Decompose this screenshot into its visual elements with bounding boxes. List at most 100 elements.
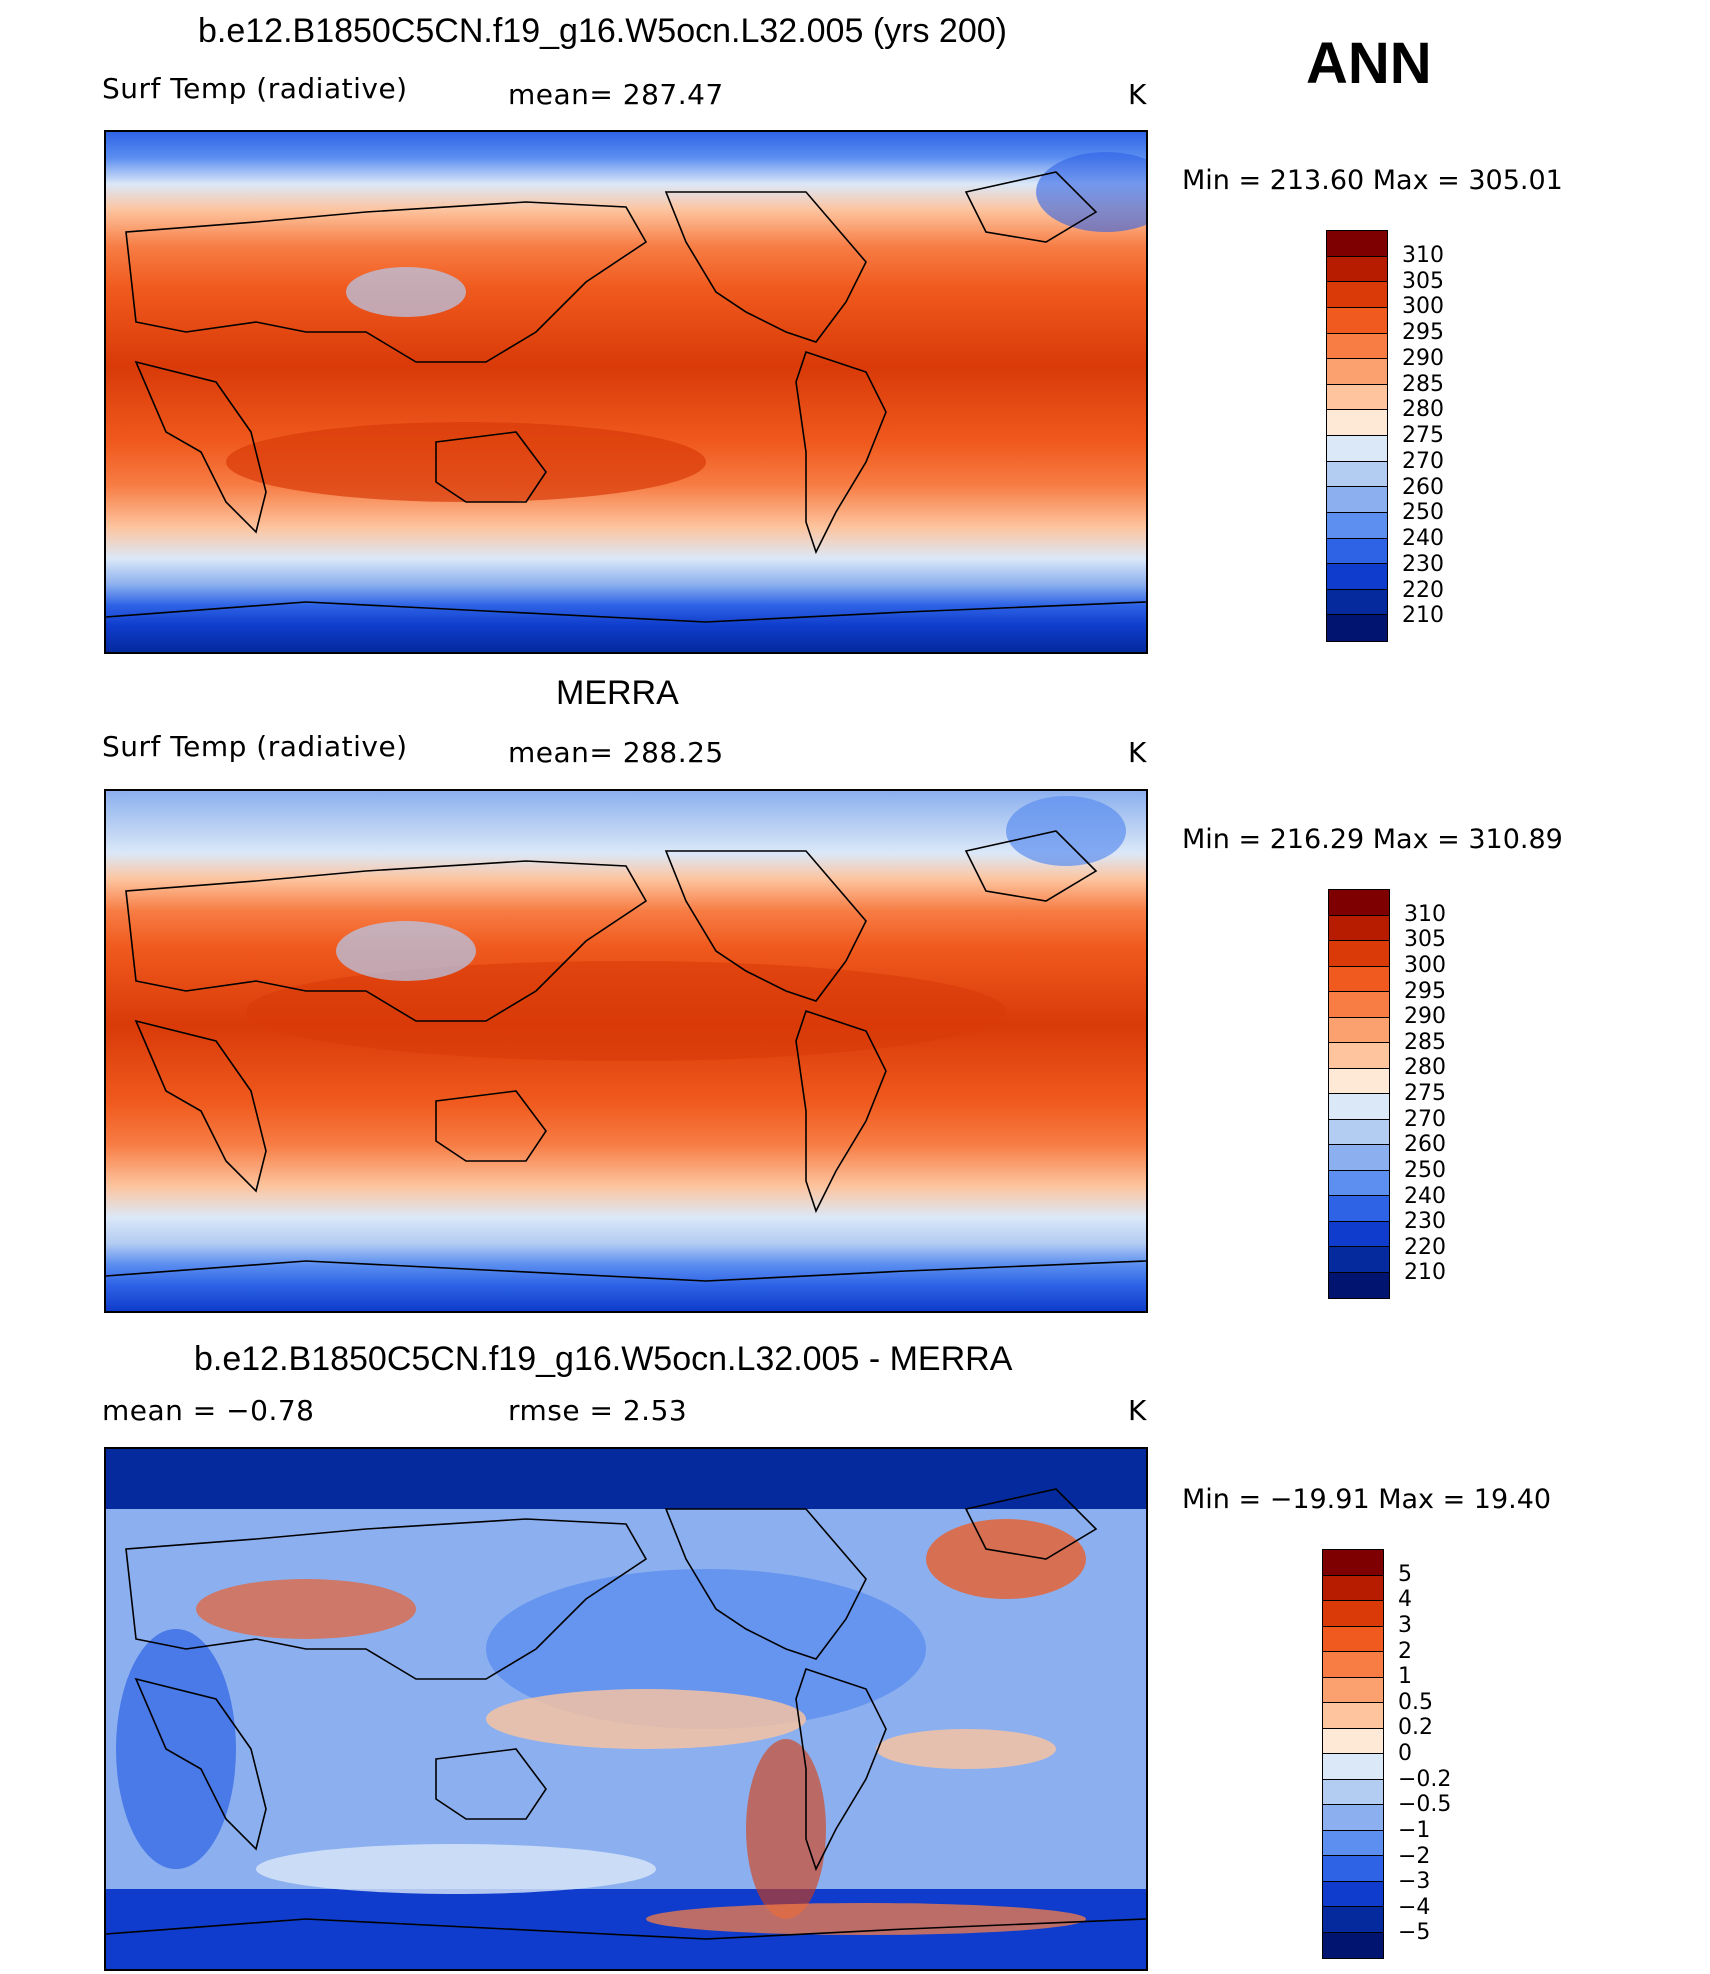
colorbar-tick-label: 220 — [1404, 1234, 1446, 1260]
colorbar-tick-label: 275 — [1404, 1081, 1446, 1106]
colorbar-swatch — [1327, 333, 1387, 360]
panel-minmax-label: Min = 213.60 Max = 305.01 — [1182, 165, 1563, 196]
colorbar-swatch — [1327, 307, 1387, 334]
colorbar-tick-label: 240 — [1404, 1183, 1446, 1209]
colorbar-tick-label: 260 — [1402, 474, 1444, 500]
colorbar-tick-label: 250 — [1404, 1157, 1446, 1183]
colorbar-swatch — [1327, 410, 1387, 436]
colorbar-tick-label: 210 — [1402, 603, 1444, 629]
model-map — [104, 130, 1148, 654]
colorbar-swatch — [1329, 1017, 1389, 1043]
colorbar-tick-label: 0.2 — [1398, 1715, 1433, 1741]
colorbar-swatch — [1327, 589, 1387, 616]
colorbar-tick-label: 230 — [1402, 551, 1444, 577]
colorbar-tick-label: −0.5 — [1398, 1792, 1452, 1818]
colorbar-tick-label: 0.5 — [1398, 1689, 1433, 1715]
obs-colorbar — [1328, 889, 1390, 1299]
difference-map — [104, 1447, 1148, 1971]
coastline-outline — [106, 171, 1146, 623]
colorbar-tick-label: 300 — [1402, 294, 1444, 320]
colorbar-swatch — [1327, 615, 1387, 641]
colorbar-swatch — [1327, 256, 1387, 283]
panel-units-label: K — [1128, 78, 1147, 111]
colorbar-swatch — [1323, 1805, 1383, 1831]
colorbar-tick-label: 275 — [1402, 423, 1444, 448]
colorbar-swatch — [1329, 1043, 1389, 1069]
colorbar-tick-label: 270 — [1402, 448, 1444, 474]
colorbar-swatch — [1329, 1221, 1389, 1247]
obs-map — [104, 789, 1148, 1313]
colorbar-tick-label: −5 — [1398, 1920, 1431, 1946]
colorbar-swatch — [1329, 1272, 1389, 1298]
coastline-outline — [106, 830, 1146, 1282]
colorbar-swatch — [1327, 487, 1387, 513]
colorbar-tick-label: 240 — [1402, 526, 1444, 551]
coastline-outline — [106, 1488, 1146, 1940]
colorbar-tick-label: −0.2 — [1398, 1766, 1452, 1792]
colorbar-swatch — [1329, 915, 1389, 941]
colorbar-swatch — [1327, 512, 1387, 539]
colorbar-tick-label: 250 — [1402, 500, 1444, 526]
panel-variable-label: Surf Temp (radiative) — [102, 72, 408, 105]
colorbar-swatch — [1323, 1754, 1383, 1780]
colorbar-swatch — [1329, 1196, 1389, 1222]
colorbar-tick-label: 5 — [1398, 1561, 1412, 1587]
panel-minmax-label: Min = −19.91 Max = 19.40 — [1182, 1484, 1552, 1515]
colorbar-swatch — [1329, 1068, 1389, 1094]
colorbar-tick-label: 295 — [1404, 978, 1446, 1004]
colorbar-swatch — [1323, 1830, 1383, 1856]
colorbar-tick-label: 305 — [1402, 268, 1444, 294]
colorbar-tick-label: −2 — [1398, 1843, 1431, 1869]
colorbar-swatch — [1323, 1677, 1383, 1703]
colorbar-swatch — [1323, 1652, 1383, 1678]
colorbar-tick-label: 230 — [1404, 1209, 1446, 1235]
panel-rmse-label: rmse = 2.53 — [508, 1394, 688, 1427]
panel-title: b.e12.B1850C5CN.f19_g16.W5ocn.L32.005 (y… — [198, 12, 1007, 50]
panel-title: MERRA — [556, 674, 679, 712]
colorbar-swatch — [1323, 1779, 1383, 1805]
colorbar-swatch — [1329, 1119, 1389, 1145]
colorbar-tick-label: 3 — [1398, 1612, 1412, 1638]
colorbar-tick-label: 295 — [1402, 320, 1444, 345]
colorbar-tick-label: −1 — [1398, 1817, 1431, 1843]
colorbar-tick-label: 1 — [1398, 1664, 1412, 1690]
colorbar-swatch — [1329, 992, 1389, 1018]
colorbar-swatch — [1329, 1247, 1389, 1273]
colorbar-swatch — [1329, 1170, 1389, 1196]
colorbar-swatch — [1323, 1601, 1383, 1627]
colorbar-tick-label: 290 — [1404, 1004, 1446, 1030]
colorbar-swatch — [1327, 436, 1387, 462]
colorbar-tick-label: 290 — [1402, 345, 1444, 371]
panel-mean-label: mean = −0.78 — [102, 1394, 315, 1427]
panel-variable-label: Surf Temp (radiative) — [102, 730, 408, 763]
colorbar-tick-label: 285 — [1402, 371, 1444, 397]
colorbar-tick-label: 280 — [1402, 397, 1444, 423]
colorbar-tick-label: 220 — [1402, 577, 1444, 603]
colorbar-swatch — [1323, 1728, 1383, 1754]
colorbar-swatch — [1323, 1703, 1383, 1729]
colorbar-tick-label: 4 — [1398, 1587, 1412, 1613]
colorbar-tick-label: 300 — [1404, 952, 1446, 978]
colorbar-swatch — [1323, 1626, 1383, 1652]
colorbar-tick-label: 305 — [1404, 927, 1446, 953]
colorbar-swatch — [1323, 1881, 1383, 1907]
colorbar-swatch — [1329, 966, 1389, 992]
colorbar-tick-label: 280 — [1404, 1055, 1446, 1081]
difference-colorbar — [1322, 1549, 1384, 1959]
colorbar-tick-label: −4 — [1398, 1894, 1431, 1920]
colorbar-tick-label: 270 — [1404, 1106, 1446, 1132]
colorbar-swatch — [1323, 1856, 1383, 1882]
colorbar-tick-label: 260 — [1404, 1132, 1446, 1158]
colorbar-swatch — [1323, 1550, 1383, 1576]
panel-mean-label: mean= 288.25 — [508, 736, 724, 769]
panel-units-label: K — [1128, 1394, 1147, 1427]
colorbar-tick-label: 2 — [1398, 1638, 1412, 1664]
colorbar-tick-label: 0 — [1398, 1741, 1412, 1766]
colorbar-swatch — [1327, 359, 1387, 385]
colorbar-swatch — [1327, 231, 1387, 257]
model-colorbar — [1326, 230, 1388, 642]
colorbar-tick-label: 285 — [1404, 1029, 1446, 1055]
colorbar-swatch — [1327, 461, 1387, 488]
colorbar-tick-label: 310 — [1404, 901, 1446, 927]
season-label: ANN — [1306, 31, 1432, 96]
